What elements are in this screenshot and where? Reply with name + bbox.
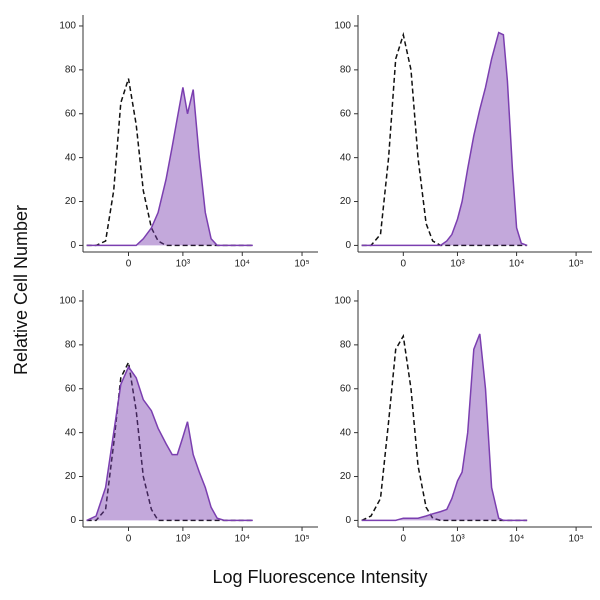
x-tick-label: 0 — [401, 259, 407, 270]
x-tick-label: 0 — [126, 534, 132, 545]
x-tick-label: 10³ — [176, 534, 191, 545]
y-tick-label: 0 — [345, 240, 351, 251]
y-tick-label: 40 — [65, 427, 77, 438]
histogram-outline — [361, 333, 528, 522]
y-tick-label: 80 — [65, 65, 77, 76]
x-tick-label: 10⁵ — [294, 534, 309, 545]
x-tick-label: 10⁴ — [235, 534, 250, 545]
x-tick-label: 10³ — [450, 259, 465, 270]
y-tick-label: 0 — [70, 515, 76, 526]
panel: 0 20 40 60 80 100 0 10³ 10⁴ 10⁵ — [334, 15, 592, 270]
y-tick-label: 100 — [334, 21, 351, 32]
x-tick-label: 10⁴ — [509, 534, 524, 545]
histogram-outline — [86, 87, 253, 247]
x-axis-label: Log Fluorescence Intensity — [212, 567, 427, 587]
area-fill — [361, 333, 528, 521]
y-axis-label: Relative Cell Number — [11, 205, 31, 375]
x-tick-label: 10⁴ — [235, 259, 250, 270]
x-tick-label: 10³ — [176, 259, 191, 270]
area-fill — [86, 87, 253, 246]
isotype-outline — [361, 333, 528, 522]
y-tick-label: 80 — [340, 65, 352, 76]
y-tick-label: 0 — [70, 240, 76, 251]
y-tick-label: 40 — [65, 152, 77, 163]
y-tick-label: 80 — [340, 340, 352, 351]
x-tick-label: 10⁴ — [509, 259, 524, 270]
area-fill — [86, 366, 253, 521]
x-tick-label: 10⁵ — [568, 259, 583, 270]
y-tick-label: 100 — [59, 21, 76, 32]
y-tick-label: 80 — [65, 340, 77, 351]
y-tick-label: 20 — [65, 471, 77, 482]
y-tick-label: 0 — [345, 515, 351, 526]
y-tick-label: 40 — [340, 427, 352, 438]
x-tick-label: 10⁵ — [568, 534, 583, 545]
y-tick-label: 60 — [340, 108, 352, 119]
y-tick-label: 40 — [340, 152, 352, 163]
area-fill — [361, 32, 528, 246]
histogram-outline — [86, 365, 253, 522]
panel: 0 20 40 60 80 100 0 10³ 10⁴ 10⁵ — [334, 290, 592, 545]
x-tick-label: 0 — [126, 259, 132, 270]
isotype-outline — [361, 31, 528, 247]
panel: 0 20 40 60 80 100 0 10³ 10⁴ 10⁵ — [59, 15, 318, 270]
x-tick-label: 0 — [401, 534, 407, 545]
y-tick-label: 100 — [59, 296, 76, 307]
y-tick-label: 60 — [65, 108, 77, 119]
y-tick-label: 20 — [340, 471, 352, 482]
panel: 0 20 40 60 80 100 0 10³ 10⁴ 10⁵ — [59, 290, 318, 545]
x-tick-label: 10⁵ — [294, 259, 309, 270]
y-tick-label: 20 — [65, 196, 77, 207]
y-tick-label: 100 — [334, 296, 351, 307]
y-tick-label: 60 — [65, 383, 77, 394]
histogram-outline — [361, 31, 528, 247]
x-tick-label: 10³ — [450, 534, 465, 545]
y-tick-label: 20 — [340, 196, 352, 207]
y-tick-label: 60 — [340, 383, 352, 394]
